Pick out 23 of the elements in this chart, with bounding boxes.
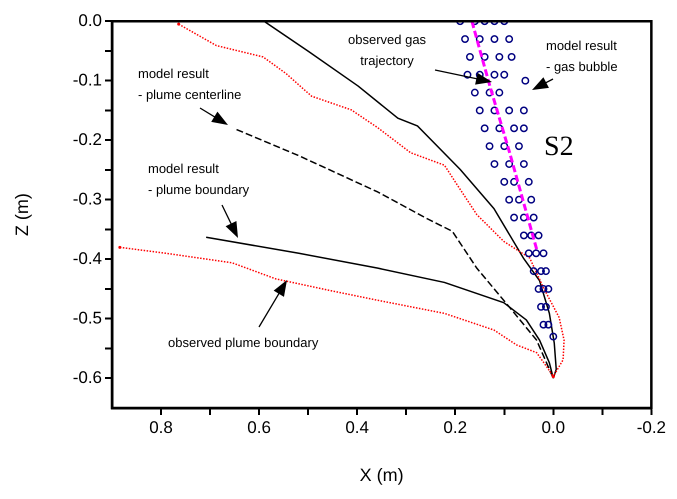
- x-tick-label: 0.4: [345, 418, 369, 437]
- y-tick-label: -0.3: [72, 189, 102, 208]
- point: [177, 22, 180, 26]
- y-axis-title: Z (m): [12, 193, 32, 236]
- x-tick-label: 0.0: [541, 418, 566, 437]
- annotation: model result - gas bubble: [546, 37, 618, 76]
- y-tick-label: -0.2: [72, 130, 102, 149]
- y-tick-label: -0.5: [72, 308, 102, 328]
- x-tick-label: 0.6: [247, 418, 271, 437]
- y-tick-label: 0.0: [78, 10, 102, 30]
- y-tick-label: -0.6: [72, 368, 102, 387]
- x-tick-label: 0.2: [443, 418, 468, 437]
- y-tick-label: -0.4: [72, 248, 102, 268]
- x-tick-label: 0.8: [149, 418, 173, 437]
- x-tick-label: -0.2: [636, 418, 666, 437]
- point: [118, 246, 122, 249]
- x-axis-title: X (m): [360, 465, 404, 486]
- annotation: observed gas trajectory: [348, 31, 426, 70]
- annotation: observed plume boundary: [168, 334, 318, 352]
- annotation: model result - plume centerline: [138, 65, 242, 104]
- annotation: model result - plume boundary: [148, 160, 250, 199]
- annotation: S2: [544, 131, 574, 162]
- y-tick-label: -0.1: [72, 70, 102, 90]
